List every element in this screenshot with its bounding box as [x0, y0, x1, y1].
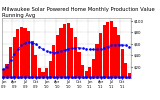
Bar	[113, 27, 116, 78]
Bar	[13, 37, 16, 78]
Bar	[20, 27, 23, 78]
Bar	[77, 52, 80, 78]
Bar	[117, 35, 120, 78]
Bar	[96, 44, 99, 78]
Bar	[74, 37, 77, 78]
Bar	[106, 22, 109, 78]
Bar	[81, 65, 84, 78]
Text: Milwaukee Solar Powered Home Monthly Production Value Running Avg: Milwaukee Solar Powered Home Monthly Pro…	[2, 7, 154, 18]
Bar	[103, 25, 106, 78]
Bar	[2, 69, 5, 78]
Bar	[128, 73, 131, 78]
Bar	[52, 45, 55, 78]
Bar	[99, 33, 102, 78]
Bar	[60, 28, 63, 78]
Bar	[49, 61, 52, 78]
Bar	[16, 29, 19, 78]
Bar	[70, 28, 73, 78]
Bar	[92, 59, 95, 78]
Bar	[121, 49, 124, 78]
Bar	[85, 71, 88, 78]
Bar	[67, 23, 70, 78]
Bar	[45, 68, 48, 78]
Bar	[63, 24, 66, 78]
Bar	[27, 31, 30, 78]
Bar	[24, 28, 27, 78]
Bar	[124, 63, 127, 78]
Bar	[31, 41, 34, 78]
Bar	[9, 47, 12, 78]
Bar	[41, 72, 44, 78]
Bar	[5, 64, 8, 78]
Bar	[38, 68, 41, 78]
Bar	[56, 35, 59, 78]
Bar	[88, 67, 91, 78]
Bar	[34, 55, 37, 78]
Bar	[110, 21, 113, 78]
